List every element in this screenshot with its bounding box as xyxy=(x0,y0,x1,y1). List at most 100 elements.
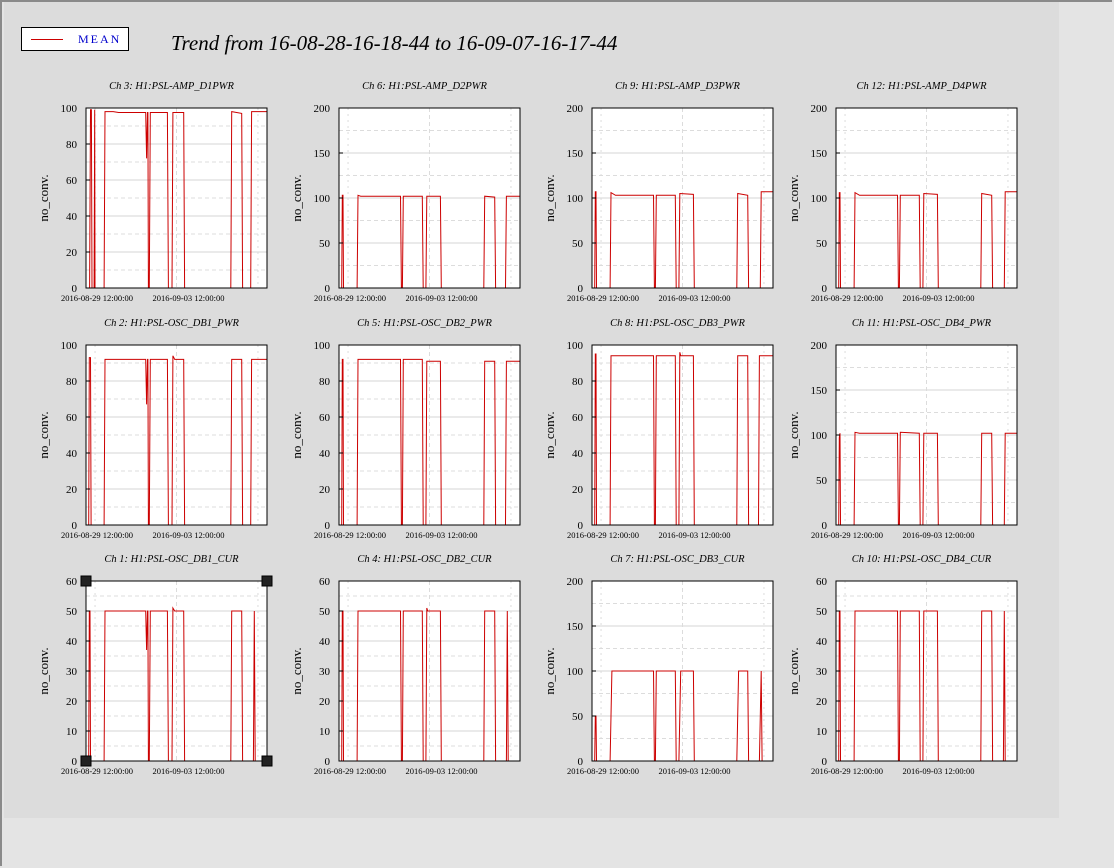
chart-panel[interactable]: 0 10 20 30 40 50 60 2016-08-29 12:00:00 2016-09-… xyxy=(786,554,1018,776)
y-tick-label: 20 xyxy=(66,696,78,708)
chart-panel[interactable]: 0 20 40 60 80 100 2016-08-29 12:00:00 2016-09-0… xyxy=(542,318,774,540)
x-tick-label: 2016-09-03 12:00:00 xyxy=(903,293,975,303)
y-tick-label: 200 xyxy=(811,103,828,115)
y-tick-label: 100 xyxy=(314,193,331,205)
y-tick-label: 20 xyxy=(816,696,828,708)
x-tick-label: 2016-08-29 12:00:00 xyxy=(61,293,133,303)
y-axis-label: no_conv. xyxy=(542,174,557,221)
y-tick-label: 60 xyxy=(319,576,331,588)
y-axis-label: no_conv. xyxy=(289,411,304,458)
y-tick-label: 30 xyxy=(66,666,78,678)
y-tick-label: 0 xyxy=(578,520,584,532)
y-tick-label: 100 xyxy=(567,193,584,205)
x-tick-label: 2016-08-29 12:00:00 xyxy=(567,530,639,540)
y-tick-label: 50 xyxy=(66,606,78,618)
chart-title: Ch 9: H1:PSL-AMP_D3PWR xyxy=(615,81,740,92)
legend-line-swatch xyxy=(31,39,63,40)
chart-panel[interactable]: 0 20 40 60 80 100 2016-08-29 12:00:00 2016-09-0… xyxy=(289,318,521,540)
x-tick-label: 2016-09-03 12:00:00 xyxy=(153,530,225,540)
y-tick-label: 0 xyxy=(325,283,331,295)
x-tick-label: 2016-08-29 12:00:00 xyxy=(567,293,639,303)
x-tick-label: 2016-09-03 12:00:00 xyxy=(153,293,225,303)
x-tick-label: 2016-08-29 12:00:00 xyxy=(314,766,386,776)
y-tick-label: 150 xyxy=(811,385,828,397)
y-tick-label: 20 xyxy=(572,484,584,496)
legend-label: MEAN xyxy=(78,32,122,46)
y-tick-label: 0 xyxy=(822,283,828,295)
x-tick-label: 2016-09-03 12:00:00 xyxy=(659,766,731,776)
y-axis-label: no_conv. xyxy=(786,174,801,221)
x-tick-label: 2016-09-03 12:00:00 xyxy=(659,293,731,303)
y-tick-label: 50 xyxy=(816,238,828,250)
y-tick-label: 10 xyxy=(66,726,78,738)
x-tick-label: 2016-08-29 12:00:00 xyxy=(811,293,883,303)
y-tick-label: 50 xyxy=(572,238,584,250)
y-tick-label: 80 xyxy=(66,376,78,388)
plot-frame xyxy=(85,344,268,526)
y-tick-label: 50 xyxy=(319,606,331,618)
y-tick-label: 60 xyxy=(66,412,78,424)
x-tick-label: 2016-09-03 12:00:00 xyxy=(406,293,478,303)
x-tick-label: 2016-09-03 12:00:00 xyxy=(903,530,975,540)
chart-panel[interactable]: 0 20 40 60 80 100 2016-08-29 12:00:00 2016-09-0… xyxy=(36,318,268,540)
y-tick-label: 200 xyxy=(314,103,331,115)
chart-panel[interactable]: 0 10 20 30 40 50 60 2016-08-29 12:00:00 2016-09-… xyxy=(36,554,273,776)
y-tick-label: 30 xyxy=(816,666,828,678)
chart-title: Ch 7: H1:PSL-OSC_DB3_CUR xyxy=(610,554,745,565)
x-tick-label: 2016-08-29 12:00:00 xyxy=(811,766,883,776)
y-tick-label: 0 xyxy=(72,756,78,768)
chart-title: Ch 3: H1:PSL-AMP_D1PWR xyxy=(109,81,234,92)
chart-title: Ch 2: H1:PSL-OSC_DB1_PWR xyxy=(104,318,239,329)
chart-title: Ch 4: H1:PSL-OSC_DB2_CUR xyxy=(357,554,492,565)
chart-panel[interactable]: 0 50 100 150 200 2016-08-29 12:00:00 2016-09-0… xyxy=(786,318,1018,540)
plot-frame xyxy=(591,344,774,526)
y-tick-label: 10 xyxy=(816,726,828,738)
y-tick-label: 60 xyxy=(572,412,584,424)
selection-handle[interactable] xyxy=(261,575,273,587)
y-tick-label: 50 xyxy=(319,238,331,250)
x-tick-label: 2016-09-03 12:00:00 xyxy=(406,766,478,776)
y-tick-label: 100 xyxy=(567,340,584,352)
x-tick-label: 2016-08-29 12:00:00 xyxy=(61,766,133,776)
plot-area xyxy=(339,345,520,525)
chart-title: Ch 10: H1:PSL-OSC_DB4_CUR xyxy=(852,554,992,565)
y-tick-label: 150 xyxy=(567,621,584,633)
y-tick-label: 150 xyxy=(567,148,584,160)
y-tick-label: 200 xyxy=(811,340,828,352)
chart-panel[interactable]: 0 50 100 150 200 2016-08-29 12:00:00 2016-09-0… xyxy=(542,554,774,776)
chart-panel[interactable]: 0 50 100 150 200 2016-08-29 12:00:00 2016-09-0… xyxy=(542,81,774,303)
chart-panel[interactable]: 0 50 100 150 200 2016-08-29 12:00:00 2016-09-0… xyxy=(289,81,521,303)
y-axis-label: no_conv. xyxy=(542,647,557,694)
y-axis-label: no_conv. xyxy=(786,647,801,694)
x-tick-label: 2016-09-03 12:00:00 xyxy=(153,766,225,776)
selection-handle[interactable] xyxy=(80,755,92,767)
chart-panel[interactable]: 0 50 100 150 200 2016-08-29 12:00:00 2016-09-0… xyxy=(786,81,1018,303)
plot-area xyxy=(86,345,267,525)
y-axis-label: no_conv. xyxy=(786,411,801,458)
chart-panel[interactable]: 0 10 20 30 40 50 60 2016-08-29 12:00:00 2016-09-… xyxy=(289,554,521,776)
selection-handle[interactable] xyxy=(261,755,273,767)
x-tick-label: 2016-08-29 12:00:00 xyxy=(314,293,386,303)
y-tick-label: 100 xyxy=(61,103,78,115)
chart-panel[interactable]: 0 20 40 60 80 100 2016-08-29 12:00:00 2016-09-0… xyxy=(36,81,268,303)
y-tick-label: 50 xyxy=(816,606,828,618)
x-tick-label: 2016-09-03 12:00:00 xyxy=(659,530,731,540)
y-tick-label: 0 xyxy=(822,520,828,532)
selection-handle[interactable] xyxy=(80,575,92,587)
y-tick-label: 0 xyxy=(72,283,78,295)
y-tick-label: 100 xyxy=(61,340,78,352)
y-tick-label: 0 xyxy=(822,756,828,768)
y-tick-label: 150 xyxy=(314,148,331,160)
y-tick-label: 0 xyxy=(325,520,331,532)
plot-area xyxy=(86,108,267,288)
x-tick-label: 2016-09-03 12:00:00 xyxy=(903,766,975,776)
chart-title: Ch 5: H1:PSL-OSC_DB2_PWR xyxy=(357,318,492,329)
y-tick-label: 20 xyxy=(319,696,331,708)
y-tick-label: 40 xyxy=(319,636,331,648)
x-tick-label: 2016-08-29 12:00:00 xyxy=(314,530,386,540)
x-tick-label: 2016-08-29 12:00:00 xyxy=(61,530,133,540)
x-tick-label: 2016-09-03 12:00:00 xyxy=(406,530,478,540)
chart-title: Ch 11: H1:PSL-OSC_DB4_PWR xyxy=(852,318,992,329)
y-tick-label: 0 xyxy=(325,756,331,768)
